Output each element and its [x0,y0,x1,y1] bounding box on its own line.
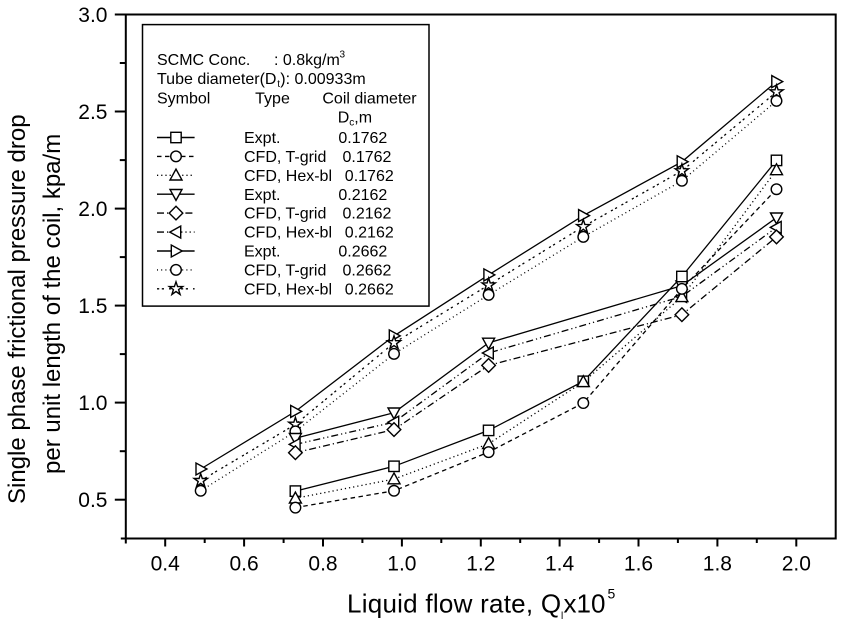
svg-text:Dc,m: Dc,m [338,110,372,129]
svg-text:1.0: 1.0 [387,553,416,576]
svg-text:2.0: 2.0 [78,198,107,221]
svg-text:0.1762: 0.1762 [343,149,392,166]
svg-text:0.2162: 0.2162 [338,187,387,204]
svg-text:0.4: 0.4 [151,553,181,576]
svg-text:CFD, T-grid: CFD, T-grid [244,149,326,166]
svg-text:1.4: 1.4 [545,553,575,576]
svg-text:Type: Type [255,90,290,107]
svg-text:Expt.: Expt. [244,187,280,204]
svg-text:0.5: 0.5 [78,489,107,512]
svg-text:SCMC Conc.: 0.8kg/m3: SCMC Conc.: 0.8kg/m3 [157,50,346,69]
svg-text:CFD, Hex-bl: CFD, Hex-bl [244,168,332,185]
svg-text:0.2662: 0.2662 [338,244,387,261]
svg-text:0.1762: 0.1762 [345,168,394,185]
svg-text:0.2162: 0.2162 [345,225,394,242]
svg-text:1.6: 1.6 [624,553,653,576]
svg-text:Coil diameter: Coil diameter [322,90,417,107]
svg-text:0.1762: 0.1762 [338,130,387,147]
svg-text:0.2662: 0.2662 [345,281,394,298]
svg-text:CFD, Hex-bl: CFD, Hex-bl [244,225,332,242]
svg-text:Single phase frictional pressu: Single phase frictional pressure drop per… [4,114,66,504]
svg-text:1.8: 1.8 [703,553,732,576]
svg-text:Expt.: Expt. [244,130,280,147]
svg-text:CFD, T-grid: CFD, T-grid [244,263,326,280]
svg-text:2.0: 2.0 [782,553,811,576]
svg-text:0.8: 0.8 [308,553,337,576]
svg-text:1.2: 1.2 [466,553,495,576]
svg-text:0.6: 0.6 [229,553,258,576]
svg-text:CFD, Hex-bl: CFD, Hex-bl [244,281,332,298]
svg-text:1.5: 1.5 [78,295,107,318]
svg-text:Symbol: Symbol [157,90,210,107]
svg-text:CFD, T-grid: CFD, T-grid [244,206,326,223]
svg-text:1.0: 1.0 [78,392,107,415]
svg-text:0.2162: 0.2162 [343,206,392,223]
svg-text:Tube diameter(Dt): 0.00933m: Tube diameter(Dt): 0.00933m [157,71,366,90]
svg-text:3.0: 3.0 [78,4,107,27]
svg-text:2.5: 2.5 [78,101,107,124]
svg-text:0.2662: 0.2662 [343,263,392,280]
svg-text:Expt.: Expt. [244,244,280,261]
